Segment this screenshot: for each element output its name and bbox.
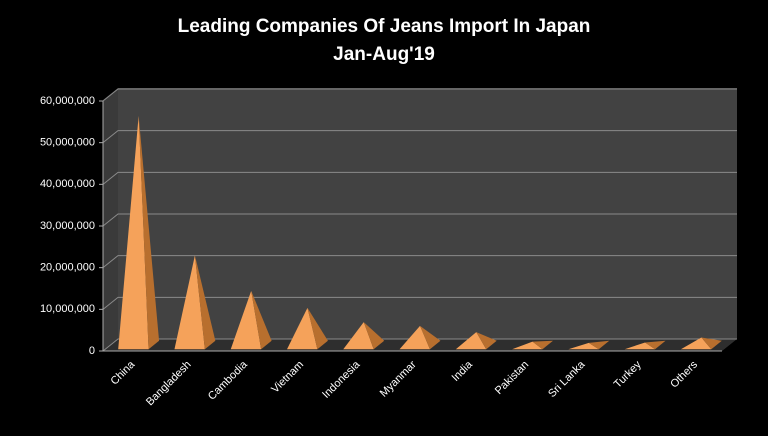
grid-line (102, 130, 737, 144)
bar (624, 340, 666, 350)
y-tick-label: 0 (89, 345, 95, 357)
bar (568, 340, 610, 350)
pyramid-side (645, 340, 666, 350)
grid-line (102, 338, 737, 352)
y-tick-label: 50,000,000 (40, 137, 95, 149)
bar (174, 255, 216, 350)
y-tick-label: 60,000,000 (40, 95, 95, 107)
pyramid-front (343, 322, 374, 350)
pyramid-front (399, 325, 430, 350)
grid-line (102, 213, 737, 227)
bar (680, 337, 722, 350)
pyramid-front (680, 337, 712, 350)
bar (287, 307, 328, 350)
y-tick-label: 30,000,000 (40, 220, 95, 232)
pyramid-front (568, 342, 599, 350)
grid-line (102, 88, 737, 102)
bar (230, 290, 272, 350)
y-tick-label: 40,000,000 (40, 178, 95, 190)
pyramid-front (624, 342, 656, 350)
pyramid-side (363, 322, 385, 350)
y-tick-label: 10,000,000 (40, 303, 95, 315)
pyramid-side (588, 340, 610, 350)
grid-line (102, 171, 737, 185)
bar (343, 322, 385, 350)
pyramid-side (251, 290, 272, 350)
pyramid-side (701, 337, 722, 350)
pyramid-front (455, 332, 487, 350)
pyramid-side (476, 332, 497, 350)
grid-line (102, 255, 737, 269)
pyramid-side (138, 115, 160, 350)
pyramid-front (174, 255, 205, 350)
y-tick-label: 20,000,000 (40, 262, 95, 274)
pyramid-side (532, 340, 553, 350)
chart-subtitle: Jan-Aug'19 (333, 44, 435, 65)
pyramid-front (287, 307, 318, 350)
chart-title: Leading Companies Of Jeans Import In Jap… (178, 16, 591, 37)
grid-line (102, 296, 737, 310)
pyramid-front (118, 115, 149, 350)
bar (455, 332, 497, 350)
bar (118, 115, 160, 350)
pyramid-front (230, 290, 262, 350)
pyramid-front (512, 341, 543, 350)
bar (512, 340, 553, 350)
bar (399, 325, 441, 350)
pyramid-side (194, 255, 216, 350)
pyramid-side (307, 307, 328, 350)
pyramid-side (420, 325, 441, 350)
